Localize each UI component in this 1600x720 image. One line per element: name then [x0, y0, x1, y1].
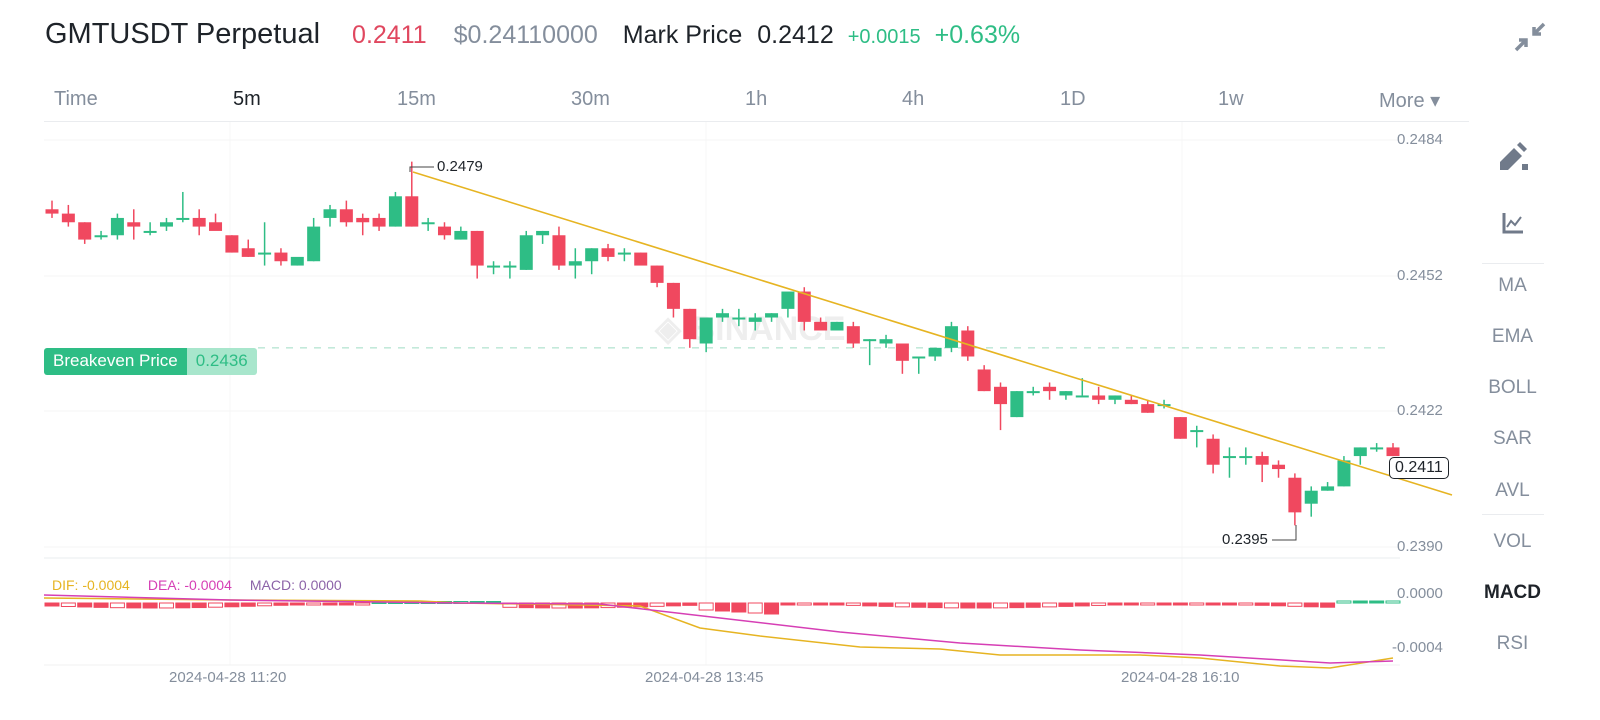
macd-tick: -0.0004: [1392, 639, 1443, 656]
tab-15m[interactable]: 15m: [397, 88, 436, 110]
tab-4h[interactable]: 4h: [902, 88, 925, 110]
breakeven-price-tag[interactable]: Breakeven Price 0.2436: [44, 348, 257, 375]
indicator-boll[interactable]: BOLL: [1488, 377, 1537, 398]
dif-value: DIF: -0.0004: [52, 577, 130, 593]
low-annotation: 0.2395: [1222, 531, 1268, 548]
collapse-arrows-icon[interactable]: [1514, 20, 1546, 52]
tab-30m[interactable]: 30m: [571, 88, 610, 110]
price-change: +0.0015: [847, 26, 921, 48]
high-annotation: 0.2479: [437, 158, 483, 175]
divider: [44, 121, 1469, 122]
x-tick: 2024-04-28 11:20: [169, 669, 287, 686]
symbol-title[interactable]: GMTUSDT Perpetual: [45, 18, 321, 50]
tab-time[interactable]: Time: [54, 88, 98, 110]
y-tick: 0.2452: [1397, 267, 1443, 284]
mark-price-label: Mark Price: [622, 21, 743, 49]
indicator-vol[interactable]: VOL: [1493, 531, 1532, 552]
breakeven-value: 0.2436: [186, 348, 257, 375]
macd-legend: DIF: -0.0004 DEA: -0.0004 MACD: 0.0000: [52, 577, 342, 593]
usd-price: $0.24110000: [453, 21, 598, 49]
macd-value: MACD: 0.0000: [249, 577, 342, 593]
divider: [1482, 514, 1544, 515]
x-tick: 2024-04-28 16:10: [1121, 669, 1240, 686]
indicator-ma[interactable]: MA: [1498, 275, 1527, 296]
price-change-percent: +0.63%: [934, 21, 1021, 49]
timeframe-tabs: Time 5m 15m 30m 1h 4h 1D 1w More ▾: [0, 88, 1470, 112]
indicator-ema[interactable]: EMA: [1491, 326, 1534, 347]
indicator-rsi[interactable]: RSI: [1496, 633, 1529, 654]
indicator-macd[interactable]: MACD: [1484, 582, 1541, 603]
tab-more[interactable]: More ▾: [1379, 90, 1441, 112]
dea-value: DEA: -0.0004: [147, 577, 232, 593]
breakeven-label: Breakeven Price: [44, 348, 187, 375]
y-tick: 0.2484: [1397, 131, 1443, 148]
y-tick: 0.2390: [1397, 538, 1443, 555]
divider: [1482, 263, 1544, 264]
x-tick: 2024-04-28 13:45: [645, 669, 764, 686]
indicator-avl[interactable]: AVL: [1495, 480, 1530, 501]
tab-1d[interactable]: 1D: [1060, 88, 1086, 110]
y-tick: 0.2422: [1397, 402, 1443, 419]
indicator-sar[interactable]: SAR: [1492, 428, 1533, 449]
indicator-chart-icon[interactable]: [1502, 212, 1524, 234]
draw-pencil-icon[interactable]: [1498, 142, 1530, 172]
tab-5m[interactable]: 5m: [233, 88, 261, 110]
tab-1h[interactable]: 1h: [745, 88, 768, 110]
last-price: 0.2411: [352, 21, 427, 49]
header: GMTUSDT Perpetual 0.2411 $0.24110000 Mar…: [45, 18, 1020, 58]
candlestick-chart[interactable]: ◈ BINANCE: [0, 122, 1470, 720]
current-price-tag: 0.2411: [1389, 457, 1449, 479]
tab-1w[interactable]: 1w: [1218, 88, 1244, 110]
macd-tick: 0.0000: [1397, 585, 1443, 602]
mark-price-value: 0.2412: [757, 21, 834, 49]
